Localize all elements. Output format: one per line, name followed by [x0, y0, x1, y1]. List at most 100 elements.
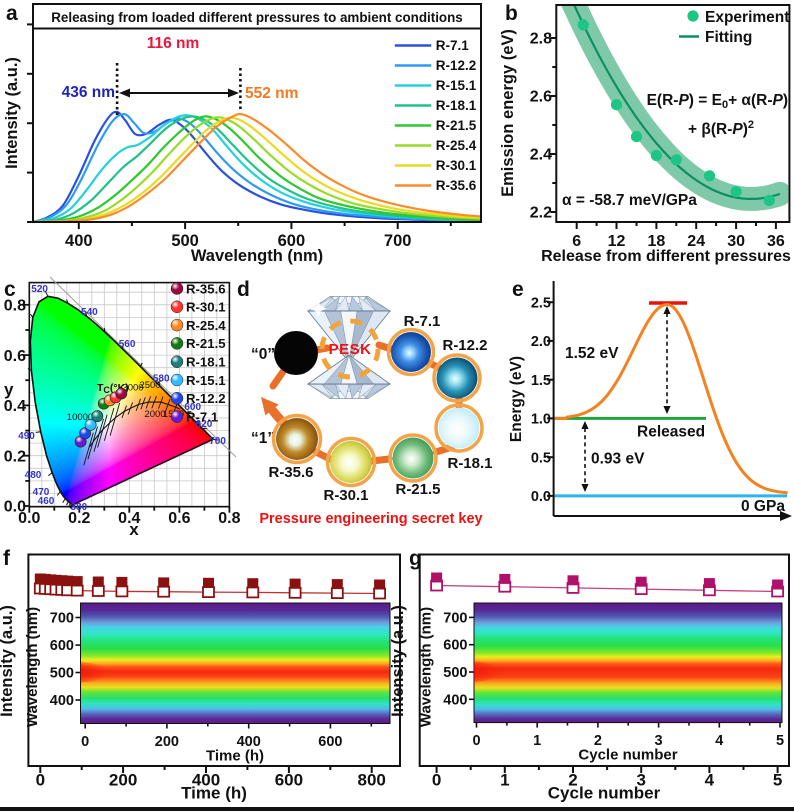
svg-text:0.2: 0.2	[4, 448, 26, 465]
svg-text:4: 4	[715, 733, 723, 749]
svg-text:0.5: 0.5	[531, 450, 551, 466]
svg-text:Time (h): Time (h)	[206, 748, 264, 765]
svg-text:620: 620	[196, 419, 213, 430]
svg-text:R-30.1: R-30.1	[186, 300, 226, 315]
svg-text:0.93 eV: 0.93 eV	[591, 451, 645, 468]
svg-text:0.0: 0.0	[4, 499, 26, 516]
svg-text:Cycle number: Cycle number	[548, 784, 661, 803]
svg-text:E(R-P) = E0+ α(R-P): E(R-P) = E0+ α(R-P)	[647, 92, 788, 111]
svg-text:1.0: 1.0	[531, 412, 551, 428]
svg-text:Wavelength (nm): Wavelength (nm)	[24, 607, 41, 727]
svg-text:500: 500	[50, 666, 74, 682]
svg-text:470: 470	[33, 487, 50, 498]
svg-text:400: 400	[192, 771, 220, 790]
svg-text:R-30.1: R-30.1	[436, 158, 477, 173]
svg-text:Intensity (a.u.): Intensity (a.u.)	[3, 57, 21, 169]
svg-text:2500: 2500	[139, 380, 160, 391]
svg-text:1.52 eV: 1.52 eV	[565, 345, 619, 362]
svg-text:0.8: 0.8	[4, 298, 26, 315]
svg-text:“1”: “1”	[251, 430, 275, 447]
svg-text:30: 30	[727, 233, 745, 250]
svg-text:1: 1	[533, 733, 541, 749]
svg-text:520: 520	[31, 284, 48, 295]
svg-text:600: 600	[184, 402, 201, 413]
svg-text:0.4: 0.4	[4, 398, 26, 415]
svg-text:460: 460	[38, 496, 55, 507]
svg-text:Experiment: Experiment	[705, 9, 789, 26]
svg-text:36: 36	[767, 233, 785, 250]
svg-text:0: 0	[81, 734, 89, 750]
svg-text:“0”: “0”	[251, 346, 275, 363]
svg-text:3000: 3000	[122, 383, 143, 394]
svg-text:α = -58.7 meV/GPa: α = -58.7 meV/GPa	[562, 192, 697, 209]
svg-text:0: 0	[472, 733, 480, 749]
svg-text:R-18.1: R-18.1	[186, 355, 226, 370]
svg-text:R-18.1: R-18.1	[447, 455, 492, 472]
svg-text:Intensity (a.u.): Intensity (a.u.)	[389, 605, 407, 717]
svg-text:0.0: 0.0	[18, 510, 40, 527]
svg-text:Emission energy (eV): Emission energy (eV)	[499, 29, 517, 197]
svg-text:5: 5	[776, 733, 784, 749]
svg-text:1.5: 1.5	[531, 373, 551, 389]
svg-text:3: 3	[655, 733, 663, 749]
svg-text:2.0: 2.0	[531, 334, 551, 350]
svg-text:380: 380	[70, 502, 87, 513]
svg-text:R-21.5: R-21.5	[395, 481, 440, 498]
svg-text:Released: Released	[637, 424, 705, 441]
svg-text:700: 700	[209, 436, 226, 447]
svg-text:436 nm: 436 nm	[62, 84, 115, 101]
svg-text:a: a	[6, 2, 18, 25]
svg-text:c: c	[4, 278, 16, 301]
svg-text:800: 800	[358, 771, 386, 790]
svg-text:Fitting: Fitting	[705, 29, 752, 46]
svg-text:580: 580	[153, 374, 170, 385]
svg-text:R-15.1: R-15.1	[186, 373, 226, 388]
svg-text:Wavelength (nm): Wavelength (nm)	[418, 607, 435, 727]
svg-text:2.8: 2.8	[530, 31, 552, 48]
svg-text:Time (h): Time (h)	[181, 784, 247, 803]
svg-text:5: 5	[773, 771, 782, 790]
svg-text:3: 3	[636, 771, 645, 790]
svg-text:200: 200	[155, 734, 179, 750]
svg-text:R-35.6: R-35.6	[268, 464, 313, 481]
svg-text:e: e	[512, 278, 524, 301]
svg-text:R-30.1: R-30.1	[323, 487, 368, 504]
svg-text:Intensity (a.u.): Intensity (a.u.)	[0, 605, 16, 717]
svg-text:+ β(R-P)2: + β(R-P)2	[688, 119, 754, 138]
svg-text:0.0: 0.0	[531, 489, 551, 505]
svg-text:24: 24	[687, 233, 705, 250]
svg-text:700: 700	[443, 610, 467, 626]
svg-text:g: g	[409, 547, 422, 570]
svg-text:0.6: 0.6	[168, 510, 190, 527]
svg-text:R-7.1: R-7.1	[436, 38, 470, 53]
svg-text:y: y	[4, 380, 14, 399]
svg-text:552 nm: 552 nm	[245, 85, 298, 102]
svg-text:200: 200	[109, 771, 137, 790]
svg-text:R-21.5: R-21.5	[186, 336, 226, 351]
svg-text:600: 600	[275, 771, 303, 790]
svg-text:Wavelength (nm): Wavelength (nm)	[191, 247, 323, 265]
svg-text:R-12.2: R-12.2	[186, 391, 226, 406]
svg-text:2.2: 2.2	[530, 205, 552, 222]
svg-text:560: 560	[119, 339, 136, 350]
svg-text:x: x	[129, 520, 139, 539]
svg-text:2000: 2000	[144, 409, 165, 420]
svg-text:116 nm: 116 nm	[147, 35, 200, 52]
svg-text:500: 500	[443, 665, 467, 681]
svg-text:10000: 10000	[67, 412, 93, 423]
svg-text:b: b	[505, 2, 518, 25]
svg-text:0.2: 0.2	[68, 510, 90, 527]
svg-text:R-21.5: R-21.5	[436, 118, 477, 133]
svg-text:R-25.4: R-25.4	[186, 318, 226, 333]
svg-text:540: 540	[81, 307, 98, 318]
svg-text:6: 6	[572, 233, 581, 250]
svg-text:2: 2	[568, 771, 577, 790]
svg-text:18: 18	[648, 233, 666, 250]
svg-text:Release from different pressur: Release from different pressures	[541, 248, 791, 265]
svg-text:400: 400	[65, 232, 93, 250]
svg-text:400: 400	[443, 692, 467, 708]
svg-text:1: 1	[500, 771, 509, 790]
svg-text:R-12.2: R-12.2	[442, 337, 487, 354]
svg-text:Cycle number: Cycle number	[578, 747, 677, 764]
svg-text:400: 400	[237, 734, 261, 750]
